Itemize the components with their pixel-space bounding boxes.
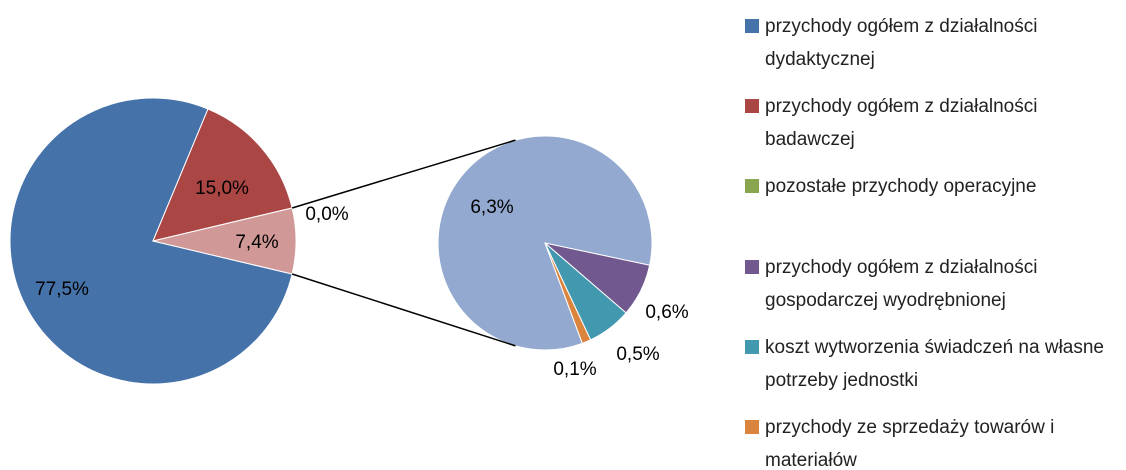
data-label: 15,0%	[195, 178, 249, 199]
data-label: 77,5%	[35, 279, 89, 300]
legend-label: koszt wytworzenia świadczeń na własne po…	[765, 337, 1104, 391]
data-label: 6,3%	[470, 197, 513, 218]
pie-slice	[9, 97, 293, 385]
legend-swatch	[745, 179, 759, 193]
pie-slice	[544, 242, 592, 344]
legend-swatch	[745, 340, 759, 354]
connector-line	[291, 273, 516, 347]
legend-swatch	[745, 99, 759, 113]
legend-label: przychody ogółem z działalności badawcze…	[765, 96, 1038, 150]
data-label: 0,6%	[645, 302, 688, 323]
legend-item: przychody ogółem z działalności badawcze…	[745, 90, 1120, 156]
legend-item: przychody ogółem z działalności dydaktyc…	[745, 10, 1120, 76]
legend-item: pozostałe przychody operacyjne	[745, 170, 1120, 203]
legend-item: koszt wytworzenia świadczeń na własne po…	[745, 331, 1120, 397]
data-label: 0,0%	[305, 204, 348, 225]
legend-swatch	[745, 260, 759, 274]
data-label: 0,1%	[553, 359, 596, 380]
legend-swatch	[745, 19, 759, 33]
legend-label: przychody ogółem z działalności gospodar…	[765, 257, 1038, 311]
data-label: 7,4%	[235, 232, 278, 253]
data-label: 0,5%	[616, 344, 659, 365]
pie-slice	[152, 108, 293, 242]
legend-swatch	[745, 420, 759, 434]
legend-gap	[745, 217, 1120, 237]
legend-label: przychody ogółem z działalności dydaktyc…	[765, 16, 1038, 70]
legend: przychody ogółem z działalności dydaktyc…	[745, 10, 1120, 470]
pie-slice	[152, 207, 297, 275]
pie-area: 77,5% 15,0% 0,0% 7,4% 6,3% 0,6% 0,5% 0,1%	[9, 97, 689, 385]
legend-item: przychody ogółem z działalności gospodar…	[745, 251, 1120, 317]
connector-line	[291, 139, 516, 209]
legend-label: pozostałe przychody operacyjne	[765, 176, 1037, 197]
legend-label: przychody ze sprzedaży towarów i materia…	[765, 417, 1055, 470]
legend-item: przychody ze sprzedaży towarów i materia…	[745, 411, 1120, 470]
